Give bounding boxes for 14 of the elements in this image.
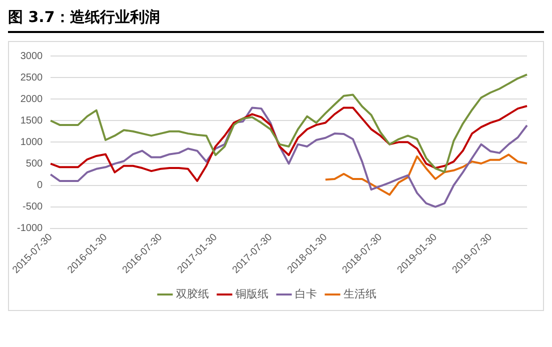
y-tick-label: 2000 (20, 94, 44, 105)
y-tick-label: 0 (37, 180, 44, 192)
legend-label: 双胶纸 (176, 287, 209, 300)
chart-title: 图 3.7：造纸行业利润 (8, 8, 544, 33)
y-tick-label: 1500 (20, 115, 44, 126)
y-tick-label: 2500 (20, 72, 44, 84)
y-tick-label: 500 (26, 158, 44, 170)
legend-label: 白卡 (295, 287, 317, 300)
legend-label: 生活纸 (344, 287, 376, 300)
y-tick-label: 1000 (20, 136, 44, 148)
y-tick-label: 3000 (20, 50, 44, 62)
y-tick-label: -500 (22, 202, 44, 213)
y-tick-label: -1000 (17, 223, 44, 234)
legend-label: 铜版纸 (234, 287, 268, 300)
